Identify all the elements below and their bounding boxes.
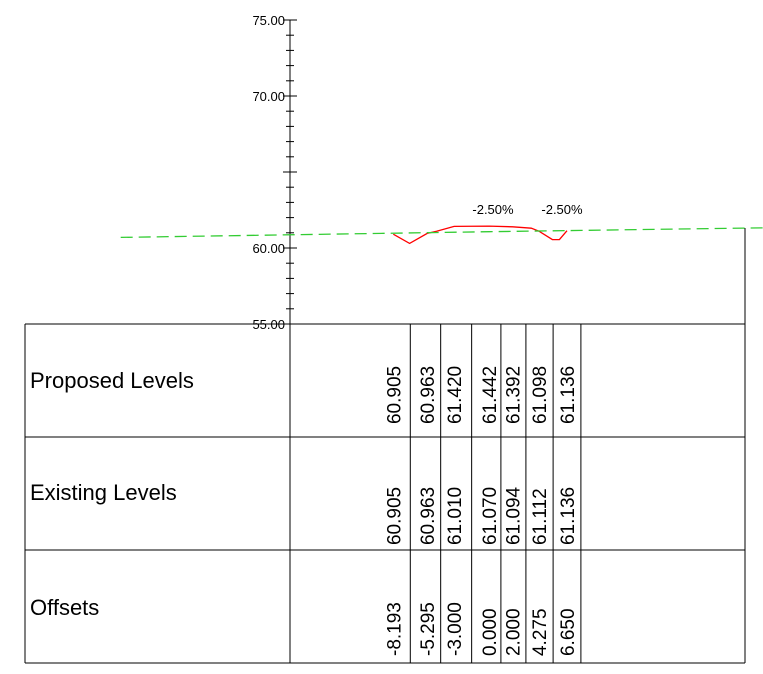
table-cell-value: 60.905 [384,366,405,424]
table-cell-value: 61.136 [558,487,579,545]
table-cell-value: 60.963 [418,366,439,424]
table-cell-value: 61.098 [530,366,551,424]
table-cell-value: -5.295 [418,602,439,656]
row-label-existing: Existing Levels [30,480,177,505]
existing-ground-line [120,227,763,239]
table-cell-value: 61.112 [530,488,551,545]
table-cell-value: -8.193 [384,602,405,656]
table-cell-value: 61.010 [445,487,466,545]
table-cell-value: 61.136 [558,366,579,424]
table-cell-value: 61.420 [445,366,466,424]
data-table: Proposed Levels Existing Levels Offsets … [30,366,579,656]
y-tick-label-75: 75.00 [252,13,285,28]
y-tick-label-70: 70.00 [252,89,285,104]
table-cell-value: 61.094 [504,486,525,545]
table-cell-value: 61.442 [480,366,501,424]
table-cell-value: 0.000 [480,608,501,656]
table-cell-value: 61.070 [480,487,501,545]
table-cell-value: 4.275 [530,608,551,656]
grade-label-right: -2.50% [541,202,583,217]
table-cell-value: 61.392 [504,366,525,424]
grade-label-left: -2.50% [472,202,514,217]
proposed-level-line [392,225,568,245]
table-cell-value: 60.905 [384,487,405,545]
row-label-offsets: Offsets [30,595,99,620]
y-axis-tick-labels: 75.00 70.00 60.00 55.00 [252,13,285,332]
data-table-grid [24,323,746,664]
plot-lines [120,225,763,245]
table-cell-value: 2.000 [504,608,525,656]
y-axis-ticks [283,19,297,325]
table-cell-value: -3.000 [445,602,466,656]
table-cell-value: 60.963 [418,487,439,545]
y-tick-label-60: 60.00 [252,241,285,256]
row-label-proposed: Proposed Levels [30,368,194,393]
table-cell-value: 6.650 [558,608,579,656]
